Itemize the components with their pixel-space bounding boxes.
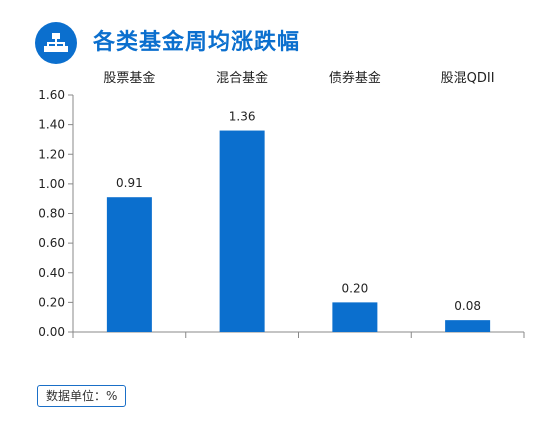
data-label: 1.36 <box>229 110 256 124</box>
data-label: 0.20 <box>342 281 369 295</box>
y-tick-label: 0.20 <box>38 295 65 309</box>
hierarchy-icon <box>35 22 77 64</box>
bar-1 <box>106 197 152 332</box>
category-label: 混合基金 <box>216 70 268 86</box>
bar-2 <box>219 130 265 332</box>
category-label: 股票基金 <box>103 70 155 86</box>
data-label: 0.91 <box>116 176 143 190</box>
y-tick-label: 0.80 <box>38 207 65 221</box>
y-tick-label: 1.60 <box>38 88 65 102</box>
data-label: 0.08 <box>454 299 481 313</box>
y-tick-label: 1.20 <box>38 147 65 161</box>
category-label: 股混QDII <box>441 71 495 86</box>
category-label: 债券基金 <box>329 70 381 86</box>
bar-3 <box>332 302 378 332</box>
chart-header: 各类基金周均涨跌幅 <box>0 0 545 80</box>
y-tick-label: 0.60 <box>38 236 65 250</box>
page-title: 各类基金周均涨跌幅 <box>93 30 301 55</box>
bar-4 <box>445 320 491 332</box>
unit-badge: 数据单位：% <box>37 385 127 407</box>
y-tick-label: 0.00 <box>38 325 65 339</box>
y-tick-label: 1.00 <box>38 177 65 191</box>
y-tick-label: 0.40 <box>38 266 65 280</box>
y-tick-label: 1.40 <box>38 118 65 132</box>
